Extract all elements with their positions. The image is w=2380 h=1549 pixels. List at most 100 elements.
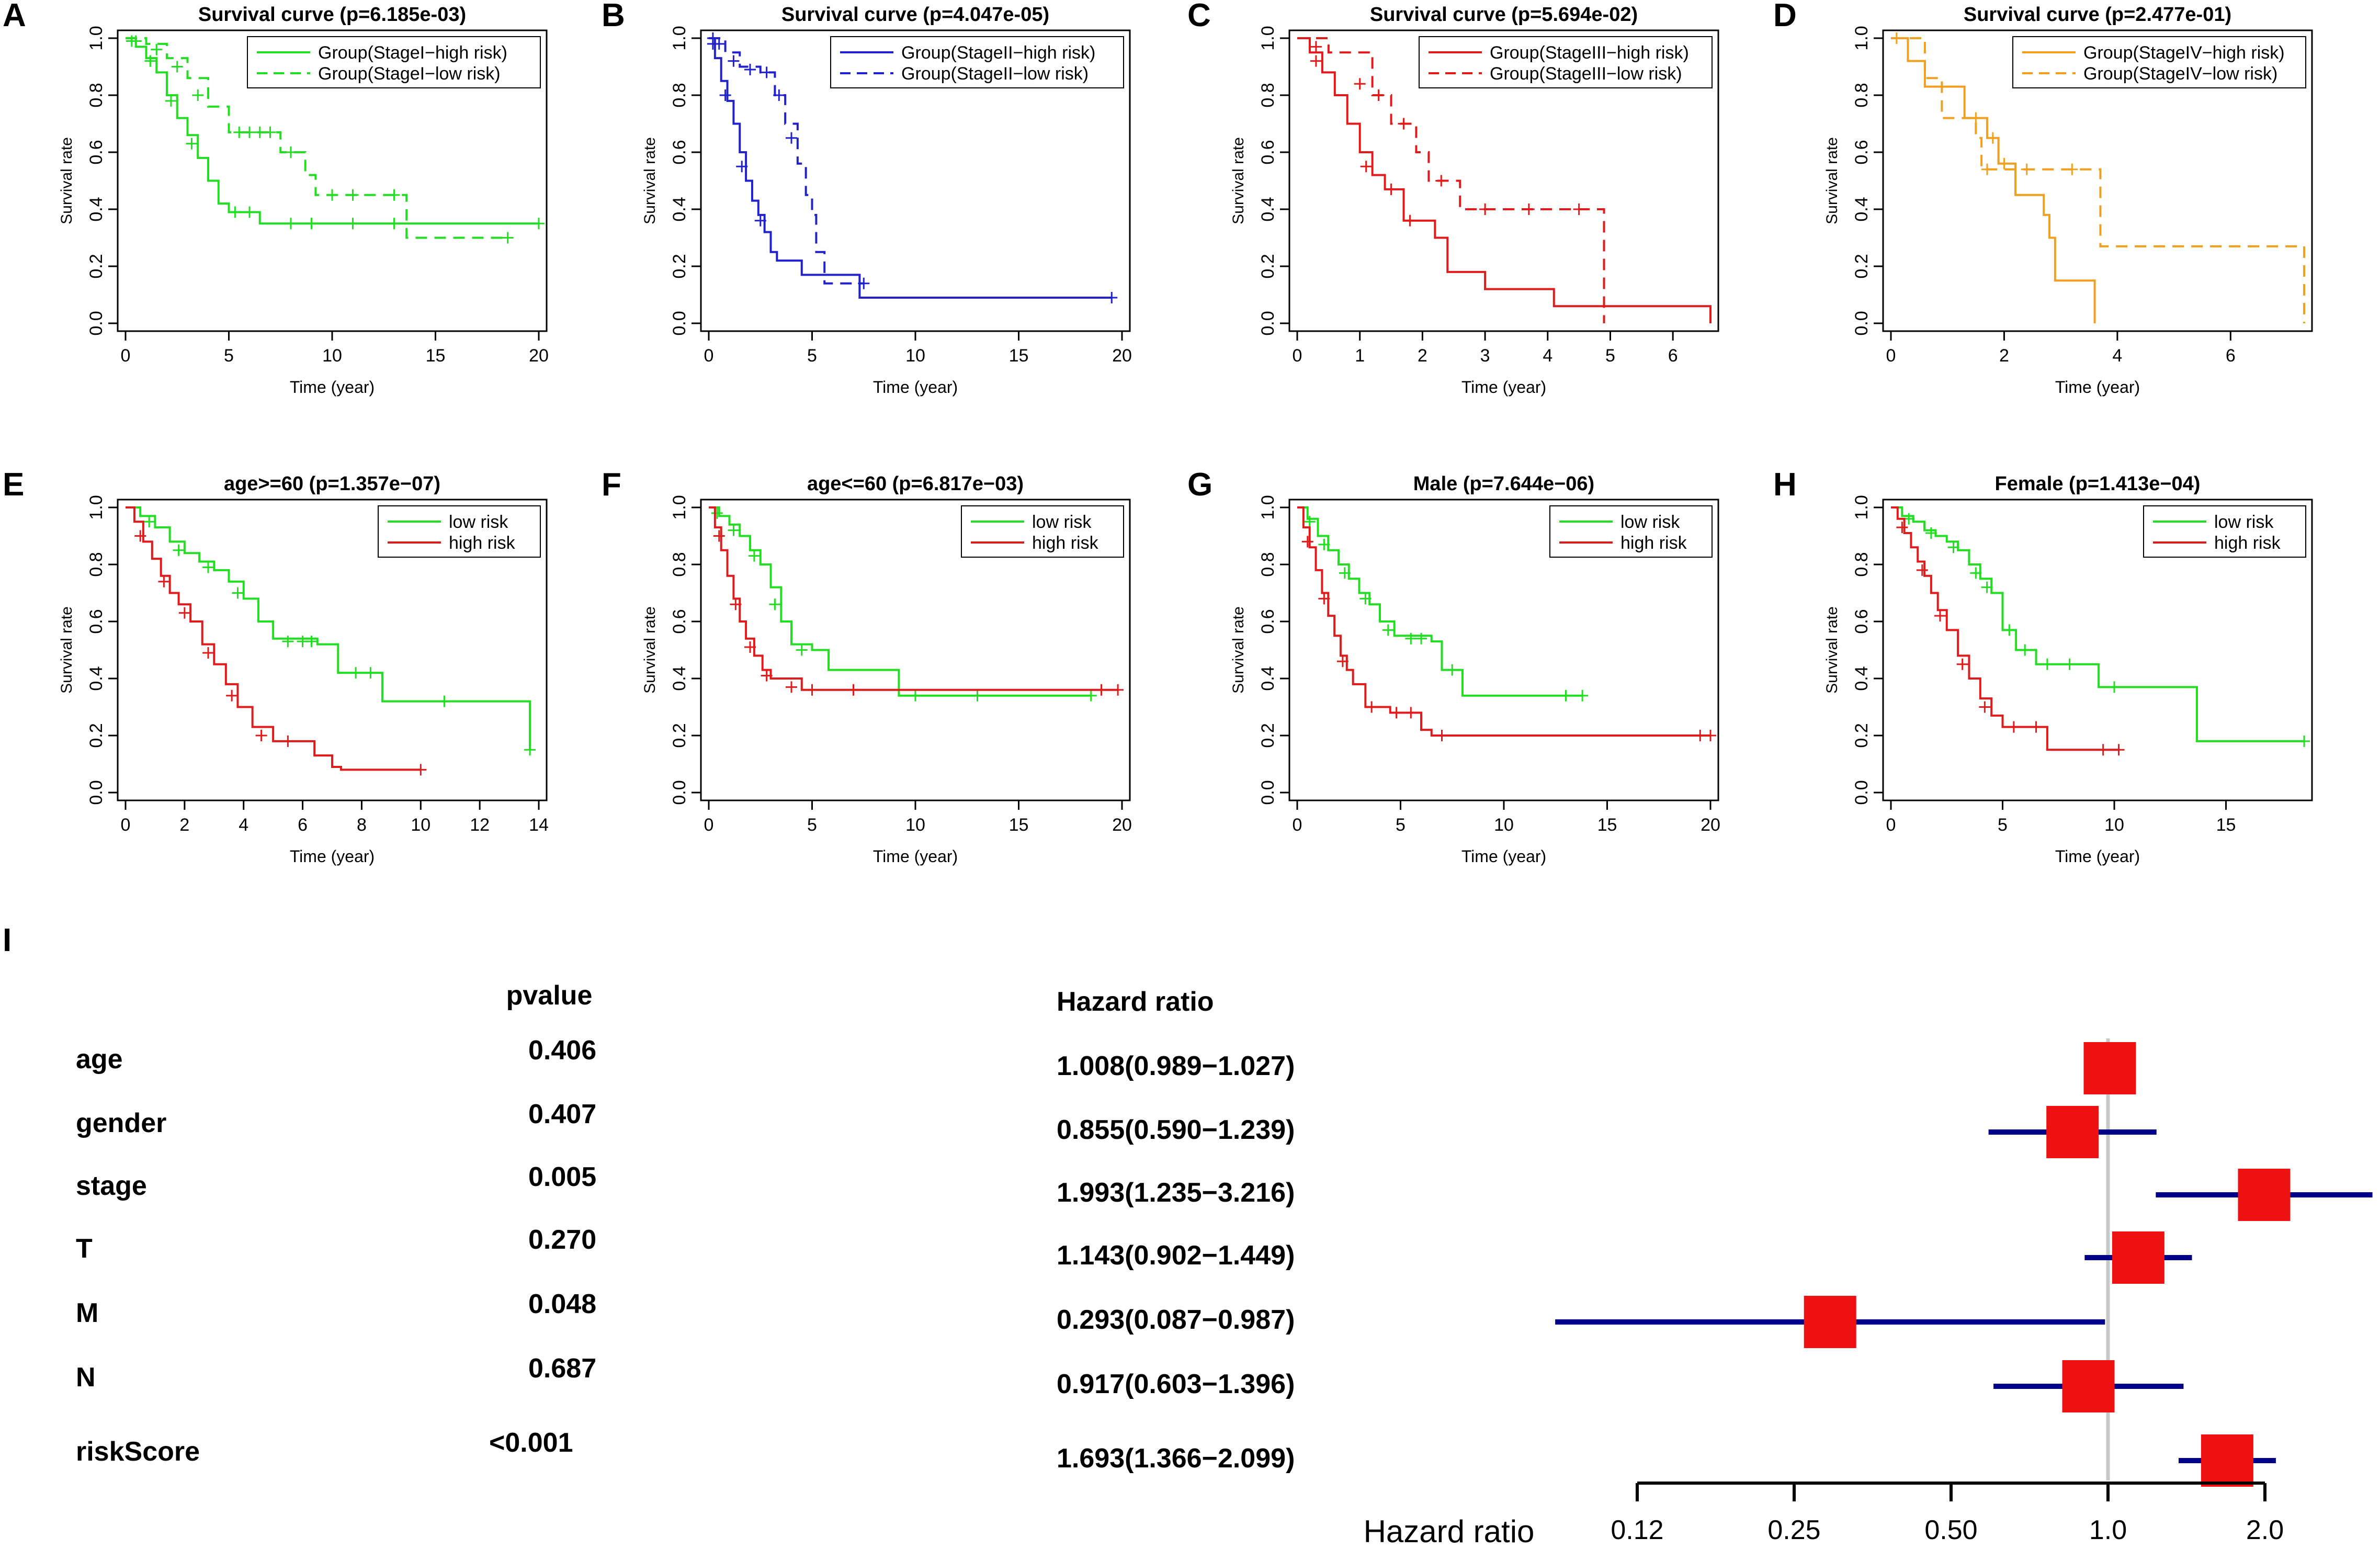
censor-mark bbox=[438, 695, 450, 707]
y-axis-label: Survival rate bbox=[58, 606, 75, 694]
x-tick-label: 10 bbox=[905, 815, 925, 835]
y-tick-label: 0.2 bbox=[1852, 723, 1872, 748]
covariate-label: T bbox=[76, 1234, 93, 1264]
legend-label: low risk bbox=[1032, 512, 1092, 532]
panel-d: D Survival curve (p=2.477e-01) 0.0 0.2 0.4 0.… bbox=[1773, 0, 2313, 397]
legend-label: Group(StageII−high risk) bbox=[901, 43, 1095, 63]
censor-mark bbox=[226, 689, 238, 702]
x-axis-label: Time (year) bbox=[873, 378, 958, 397]
censor-mark bbox=[748, 550, 760, 562]
y-tick-label: 0.8 bbox=[670, 552, 689, 576]
forest-axis-tick-label: 1.0 bbox=[2089, 1515, 2127, 1545]
censor-mark bbox=[285, 146, 297, 158]
censor-mark bbox=[524, 744, 536, 756]
censor-mark bbox=[1112, 684, 1124, 696]
y-tick-label: 0.0 bbox=[1258, 780, 1278, 805]
censor-mark bbox=[1390, 707, 1402, 719]
y-tick-label: 0.4 bbox=[1258, 666, 1278, 691]
forest-axis-tick-label: 2.0 bbox=[2246, 1515, 2284, 1545]
y-tick-label: 0.2 bbox=[86, 254, 106, 278]
legend-box bbox=[2012, 36, 2306, 88]
censor-mark bbox=[786, 681, 797, 693]
survival-curve-group-stagei-low-risk- bbox=[126, 37, 508, 239]
pvalue-value: 0.687 bbox=[528, 1353, 596, 1384]
censor-mark bbox=[1336, 655, 1348, 668]
censor-mark bbox=[244, 206, 255, 218]
y-tick-label: 0.0 bbox=[1852, 311, 1872, 335]
censor-mark bbox=[761, 670, 773, 682]
censor-mark bbox=[2113, 744, 2125, 756]
y-tick-label: 0.8 bbox=[1258, 552, 1278, 576]
x-tick-label: 0 bbox=[1886, 346, 1896, 366]
censor-mark bbox=[2097, 744, 2109, 756]
censor-mark bbox=[971, 689, 983, 702]
panel-title: Survival curve (p=4.047e-05) bbox=[781, 4, 1049, 26]
hazard-ratio-box bbox=[2083, 1042, 2136, 1094]
y-tick-label: 1.0 bbox=[670, 26, 689, 50]
x-tick-label: 0 bbox=[1293, 346, 1302, 366]
censor-mark bbox=[347, 218, 359, 230]
legend-label: Group(StageIV−low risk) bbox=[2083, 64, 2277, 84]
hazard-ratio-box bbox=[2062, 1360, 2115, 1412]
censor-mark bbox=[255, 730, 267, 741]
censor-mark bbox=[1382, 624, 1394, 636]
censor-mark bbox=[130, 35, 142, 47]
censor-mark bbox=[1934, 610, 1946, 622]
hazard-ratio-text: 1.693(1.366−2.099) bbox=[1057, 1443, 1295, 1474]
censor-mark bbox=[707, 32, 719, 44]
y-tick-label: 1.0 bbox=[1852, 26, 1872, 50]
covariate-label: stage bbox=[76, 1171, 147, 1201]
legend-label: low risk bbox=[449, 512, 508, 532]
censor-mark bbox=[719, 89, 731, 101]
censor-mark bbox=[202, 647, 214, 659]
censor-mark bbox=[786, 132, 797, 144]
x-tick-label: 5 bbox=[224, 346, 234, 366]
y-tick-label: 0.2 bbox=[670, 723, 689, 748]
x-tick-label: 15 bbox=[1009, 346, 1029, 366]
censor-mark bbox=[1404, 214, 1416, 227]
x-tick-label: 5 bbox=[1605, 346, 1615, 366]
y-tick-label: 0.6 bbox=[670, 609, 689, 634]
forest-axis-tick-label: 0.50 bbox=[1924, 1515, 1977, 1545]
censor-mark bbox=[1405, 707, 1417, 719]
censor-mark bbox=[282, 636, 294, 648]
plot-frame bbox=[1882, 29, 2313, 332]
x-tick-label: 5 bbox=[807, 815, 817, 835]
y-tick-label: 0.4 bbox=[1258, 197, 1278, 221]
legend-label: Group(StageI−high risk) bbox=[318, 43, 507, 63]
y-tick-label: 0.0 bbox=[86, 780, 106, 805]
censor-mark bbox=[1366, 701, 1378, 713]
x-tick-label: 20 bbox=[1112, 346, 1132, 366]
y-tick-label: 0.4 bbox=[86, 666, 106, 691]
hazard-ratio-text: 0.293(0.087−0.987) bbox=[1057, 1305, 1295, 1335]
censor-mark bbox=[1970, 567, 1982, 579]
legend-label: low risk bbox=[1620, 512, 1680, 532]
x-tick-label: 15 bbox=[1597, 815, 1617, 835]
censor-mark bbox=[151, 43, 163, 55]
censor-mark bbox=[1956, 658, 1968, 670]
censor-mark bbox=[1415, 632, 1427, 645]
legend-label: high risk bbox=[2214, 533, 2281, 553]
x-tick-label: 4 bbox=[239, 815, 248, 835]
x-tick-label: 10 bbox=[2104, 815, 2124, 835]
survival-curve-group-stageiii-high-risk- bbox=[1297, 37, 1712, 323]
covariate-label: gender bbox=[76, 1108, 166, 1138]
legend-box bbox=[961, 505, 1124, 558]
censor-mark bbox=[744, 641, 756, 653]
y-tick-label: 0.2 bbox=[1852, 254, 1872, 278]
censor-mark bbox=[229, 206, 241, 218]
y-tick-label: 0.8 bbox=[1852, 552, 1872, 576]
pvalue-value: <0.001 bbox=[489, 1428, 573, 1458]
y-tick-label: 1.0 bbox=[1258, 26, 1278, 50]
hazard-ratio-text: 0.917(0.603−1.396) bbox=[1057, 1369, 1295, 1399]
censor-mark bbox=[910, 689, 921, 702]
censor-mark bbox=[502, 232, 514, 244]
censor-mark bbox=[1318, 538, 1330, 550]
survival-curve-group-stagei-high-risk- bbox=[126, 37, 539, 225]
censor-mark bbox=[388, 218, 400, 230]
survival-curve-low-risk bbox=[709, 506, 1091, 697]
censor-mark bbox=[796, 644, 808, 656]
censor-mark bbox=[254, 126, 266, 138]
x-tick-label: 2 bbox=[1999, 346, 2009, 366]
x-axis-label: Time (year) bbox=[290, 847, 375, 866]
